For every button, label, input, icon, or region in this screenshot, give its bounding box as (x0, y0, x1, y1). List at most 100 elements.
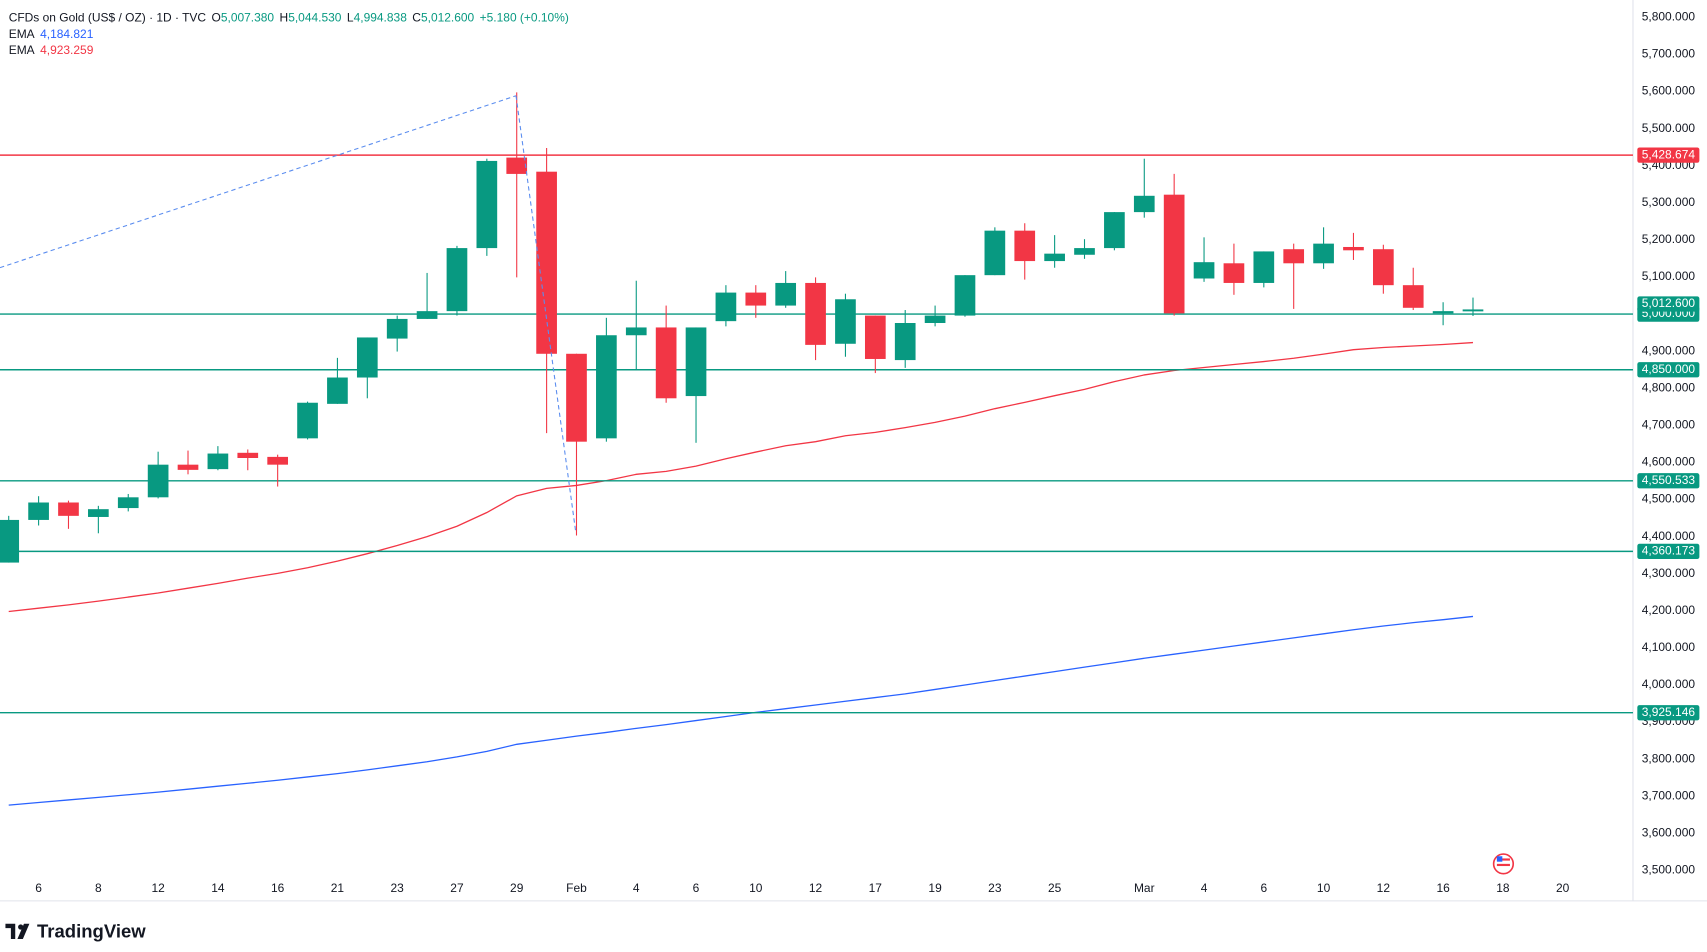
candle-body (327, 377, 348, 404)
x-tick-label: 21 (331, 881, 345, 895)
candle-body (1313, 243, 1334, 264)
candle-body (894, 323, 916, 361)
logo (5, 923, 30, 939)
header-text: 4,184.821 (40, 27, 94, 41)
legend-entry: EMA 4,923.259 (9, 43, 94, 57)
y-tick-label: 5,500.000 (1642, 121, 1696, 135)
candle-body (1163, 194, 1185, 314)
x-tick-label: 12 (809, 881, 823, 895)
x-tick-label: 8 (95, 881, 102, 895)
x-tick-label: 6 (693, 881, 700, 895)
plot-area (0, 92, 1633, 806)
y-tick-label: 4,100.000 (1642, 640, 1696, 654)
x-tick-label: 19 (928, 881, 942, 895)
candle-body (835, 299, 856, 344)
header-text: 5,007.380 (221, 11, 275, 25)
x-tick-label: 10 (1317, 881, 1331, 895)
candle-body (1193, 262, 1215, 279)
price-label: 5,428.674 (1642, 147, 1696, 161)
ema-line (8, 615, 1474, 806)
candle-body (536, 171, 557, 354)
candle-body (356, 337, 378, 378)
y-tick-label: 4,600.000 (1642, 455, 1696, 469)
x-tick-label: 12 (151, 881, 165, 895)
trend-line (0, 95, 517, 269)
y-tick-label: 4,000.000 (1642, 677, 1696, 691)
brand: TradingView (37, 920, 146, 941)
y-tick-label: 5,100.000 (1642, 269, 1696, 283)
x-tick-label: Feb (566, 881, 587, 895)
candle-body (1044, 253, 1065, 262)
y-tick-label: 5,700.000 (1642, 47, 1696, 61)
candle-body (237, 452, 259, 458)
candle-body (386, 318, 408, 339)
y-tick-label: 4,700.000 (1642, 418, 1696, 432)
x-tick-label: 14 (211, 881, 225, 895)
x-tick-label: 6 (1260, 881, 1267, 895)
y-tick-label: 4,400.000 (1642, 529, 1696, 543)
header-text: EMA (9, 27, 35, 41)
candle-body (1223, 263, 1245, 283)
header-text: 4,923.259 (40, 43, 94, 57)
candle-body (1283, 249, 1305, 264)
header-text: L (347, 11, 354, 25)
last-price-box (1637, 296, 1700, 312)
candle-body (954, 275, 976, 316)
x-tick-label: 20 (1556, 881, 1570, 895)
candle-body (1104, 212, 1125, 249)
flag-icon (1492, 853, 1515, 875)
candle-body (1462, 309, 1484, 312)
candle-body (924, 315, 946, 324)
y-tick-label: 3,700.000 (1642, 788, 1696, 802)
header-line: CFDs on Gold (US$ / OZ) · 1D · TVC O5,007… (9, 11, 569, 25)
x-tick-label: 23 (391, 881, 405, 895)
y-tick-label: 4,500.000 (1642, 492, 1696, 506)
price-label: 4,360.173 (1642, 544, 1696, 558)
price-label-box (1637, 473, 1700, 489)
x-tick-label: 10 (749, 881, 763, 895)
candle-body (58, 502, 79, 516)
x-tick-label: 16 (271, 881, 285, 895)
price-label: 4,550.533 (1642, 473, 1696, 487)
y-tick-label: 5,800.000 (1642, 10, 1696, 24)
y-tick-label: 4,900.000 (1642, 343, 1696, 357)
candle-body (1074, 248, 1095, 255)
candle-body (88, 509, 109, 517)
x-tick-label: Mar (1134, 881, 1155, 895)
x-tick-label: 23 (988, 881, 1002, 895)
candle-body (297, 402, 318, 439)
candle-body (207, 453, 229, 470)
candle-body (775, 282, 797, 306)
y-tick-label: 3,800.000 (1642, 751, 1696, 765)
candle-body (1253, 251, 1275, 283)
y-tick-label: 3,500.000 (1642, 863, 1696, 877)
price-label-box (1637, 543, 1700, 560)
candle-body (805, 282, 826, 345)
header-text: +5.180 (+0.10%) (480, 11, 569, 25)
header-text: H (280, 11, 289, 25)
candle-body (147, 464, 169, 498)
candle-body (715, 292, 737, 322)
candle-body (28, 502, 49, 520)
candle-body (1432, 311, 1454, 314)
x-tick-label: 29 (510, 881, 524, 895)
y-tick-label: 4,300.000 (1642, 566, 1696, 580)
candle-body (655, 327, 677, 399)
price-label: 3,925.146 (1642, 705, 1696, 719)
candle-body (446, 248, 468, 312)
x-tick-label: 16 (1436, 881, 1450, 895)
candle-body (566, 353, 587, 442)
ema-line (8, 341, 1474, 613)
price-label: 4,850.000 (1642, 362, 1696, 376)
candle-body (1014, 230, 1036, 262)
header-text: CFDs on Gold (US$ / OZ) · 1D · TVC (9, 11, 207, 25)
x-tick-label: 18 (1496, 881, 1510, 895)
header-text: EMA (9, 43, 35, 57)
price-label-box (1637, 147, 1700, 163)
candle-body (596, 335, 617, 439)
x-tick-label: 27 (450, 881, 464, 895)
header-text: 4,994.838 (354, 11, 408, 25)
header-text: 5,012.600 (421, 11, 475, 25)
x-tick-label: 4 (633, 881, 640, 895)
